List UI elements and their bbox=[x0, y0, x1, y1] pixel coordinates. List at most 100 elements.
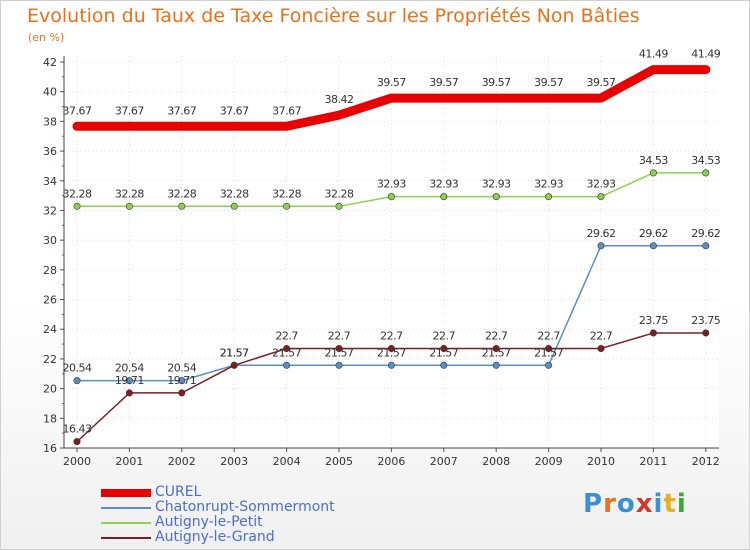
data-point-autigny-le-grand bbox=[73, 438, 81, 446]
data-label-autigny-le-grand: 23.75 bbox=[639, 314, 668, 327]
data-point-autigny-le-petit bbox=[597, 193, 605, 201]
data-label-chatonrupt-sommermont: 20.54 bbox=[115, 362, 144, 375]
x-tick-label: 2007 bbox=[430, 455, 458, 468]
y-tick-label: 18 bbox=[43, 412, 57, 425]
y-tick-label: 38 bbox=[43, 115, 57, 128]
data-label-chatonrupt-sommermont: 21.57 bbox=[377, 346, 406, 359]
data-label-autigny-le-grand: 22.7 bbox=[590, 330, 613, 343]
data-label-autigny-le-grand: 21.57 bbox=[220, 346, 249, 359]
y-tick-label: 36 bbox=[43, 145, 57, 158]
series-line-curel bbox=[72, 65, 711, 131]
y-tick-label: 16 bbox=[43, 442, 57, 455]
data-label-autigny-le-petit: 32.28 bbox=[272, 187, 301, 200]
data-label-autigny-le-petit: 32.28 bbox=[63, 187, 92, 200]
data-point-chatonrupt-sommermont bbox=[597, 242, 605, 250]
data-point-chatonrupt-sommermont bbox=[440, 361, 448, 369]
legend-swatch-curel bbox=[101, 489, 151, 497]
data-point-chatonrupt-sommermont bbox=[387, 361, 395, 369]
data-label-autigny-le-petit: 32.93 bbox=[377, 178, 406, 191]
data-label-curel: 41.49 bbox=[691, 48, 720, 61]
x-tick-label: 2012 bbox=[692, 455, 720, 468]
data-point-chatonrupt-sommermont bbox=[545, 361, 553, 369]
legend-swatch-chatonrupt-sommermont bbox=[101, 507, 151, 509]
y-tick-label: 30 bbox=[43, 234, 57, 247]
data-label-chatonrupt-sommermont: 20.54 bbox=[167, 362, 196, 375]
data-label-curel: 37.67 bbox=[220, 104, 249, 117]
data-point-chatonrupt-sommermont bbox=[125, 377, 133, 385]
data-label-autigny-le-grand: 22.7 bbox=[433, 330, 456, 343]
data-label-autigny-le-petit: 32.93 bbox=[482, 178, 511, 191]
data-point-autigny-le-grand bbox=[125, 389, 133, 397]
data-point-autigny-le-petit bbox=[440, 193, 448, 201]
data-point-autigny-le-petit bbox=[230, 202, 238, 210]
y-tick-label: 34 bbox=[43, 175, 57, 188]
data-point-autigny-le-grand bbox=[387, 345, 395, 353]
logo-letter: i bbox=[676, 489, 687, 519]
y-tick-label: 32 bbox=[43, 204, 57, 217]
data-point-autigny-le-petit bbox=[545, 193, 553, 201]
proxiti-logo: Proxiti bbox=[583, 489, 687, 519]
data-point-chatonrupt-sommermont bbox=[649, 242, 657, 250]
data-point-autigny-le-grand bbox=[178, 389, 186, 397]
data-label-chatonrupt-sommermont: 21.57 bbox=[429, 346, 458, 359]
x-tick-label: 2011 bbox=[639, 455, 667, 468]
logo-letter: x bbox=[635, 489, 654, 519]
x-tick-label: 2006 bbox=[377, 455, 405, 468]
data-label-autigny-le-grand: 22.7 bbox=[537, 330, 560, 343]
data-label-chatonrupt-sommermont: 21.57 bbox=[534, 346, 563, 359]
y-tick-label: 24 bbox=[43, 323, 57, 336]
logo-letter: i bbox=[653, 489, 664, 519]
data-point-autigny-le-grand bbox=[335, 345, 343, 353]
logo-letter: t bbox=[663, 489, 677, 519]
data-point-autigny-le-petit bbox=[702, 169, 710, 177]
data-label-autigny-le-grand: 23.75 bbox=[691, 314, 720, 327]
data-point-autigny-le-grand bbox=[230, 361, 238, 369]
legend-item-autigny-le-petit: Autigny-le-Petit bbox=[101, 515, 361, 530]
data-point-autigny-le-grand bbox=[492, 345, 500, 353]
legend-label-autigny-le-grand: Autigny-le-Grand bbox=[155, 529, 275, 545]
data-label-curel: 38.42 bbox=[325, 93, 354, 106]
legend-label-chatonrupt-sommermont: Chatonrupt-Sommermont bbox=[155, 499, 335, 515]
data-label-curel: 37.67 bbox=[167, 104, 196, 117]
data-label-chatonrupt-sommermont: 20.54 bbox=[63, 362, 92, 375]
data-label-autigny-le-petit: 32.93 bbox=[534, 178, 563, 191]
data-label-chatonrupt-sommermont: 21.57 bbox=[482, 346, 511, 359]
legend-swatch-autigny-le-petit bbox=[101, 522, 151, 524]
data-point-autigny-le-petit bbox=[492, 193, 500, 201]
y-tick-label: 42 bbox=[43, 56, 57, 69]
x-tick-label: 2010 bbox=[587, 455, 615, 468]
data-label-chatonrupt-sommermont: 21.57 bbox=[220, 346, 249, 359]
data-label-autigny-le-grand: 22.7 bbox=[380, 330, 403, 343]
data-label-autigny-le-petit: 32.93 bbox=[429, 178, 458, 191]
data-label-chatonrupt-sommermont: 29.62 bbox=[691, 227, 720, 240]
data-point-autigny-le-grand bbox=[440, 345, 448, 353]
data-label-autigny-le-grand: 16.43 bbox=[63, 423, 92, 436]
x-tick-label: 2008 bbox=[482, 455, 510, 468]
data-point-autigny-le-petit bbox=[335, 202, 343, 210]
x-tick-label: 2005 bbox=[325, 455, 353, 468]
data-point-autigny-le-grand bbox=[283, 345, 291, 353]
legend-label-curel: CUREL bbox=[155, 484, 202, 500]
y-tick-label: 28 bbox=[43, 264, 57, 277]
data-point-chatonrupt-sommermont bbox=[702, 242, 710, 250]
data-point-autigny-le-petit bbox=[73, 202, 81, 210]
data-label-autigny-le-petit: 32.28 bbox=[115, 187, 144, 200]
data-label-chatonrupt-sommermont: 29.62 bbox=[587, 227, 616, 240]
legend-label-autigny-le-petit: Autigny-le-Petit bbox=[155, 514, 263, 530]
x-tick-label: 2004 bbox=[273, 455, 301, 468]
data-label-autigny-le-petit: 32.28 bbox=[220, 187, 249, 200]
x-tick-label: 2001 bbox=[115, 455, 143, 468]
data-label-curel: 39.57 bbox=[534, 76, 563, 89]
legend-swatch-autigny-le-grand bbox=[101, 537, 151, 539]
x-tick-label: 2003 bbox=[220, 455, 248, 468]
data-label-autigny-le-grand: 22.7 bbox=[275, 330, 298, 343]
data-label-curel: 39.57 bbox=[377, 76, 406, 89]
unit-label: (en %) bbox=[28, 31, 65, 44]
data-label-autigny-le-grand: 19.71 bbox=[167, 374, 196, 387]
legend-item-curel: CUREL bbox=[101, 485, 361, 500]
logo-letter: P bbox=[583, 489, 604, 519]
data-point-autigny-le-petit bbox=[649, 169, 657, 177]
data-point-chatonrupt-sommermont bbox=[492, 361, 500, 369]
